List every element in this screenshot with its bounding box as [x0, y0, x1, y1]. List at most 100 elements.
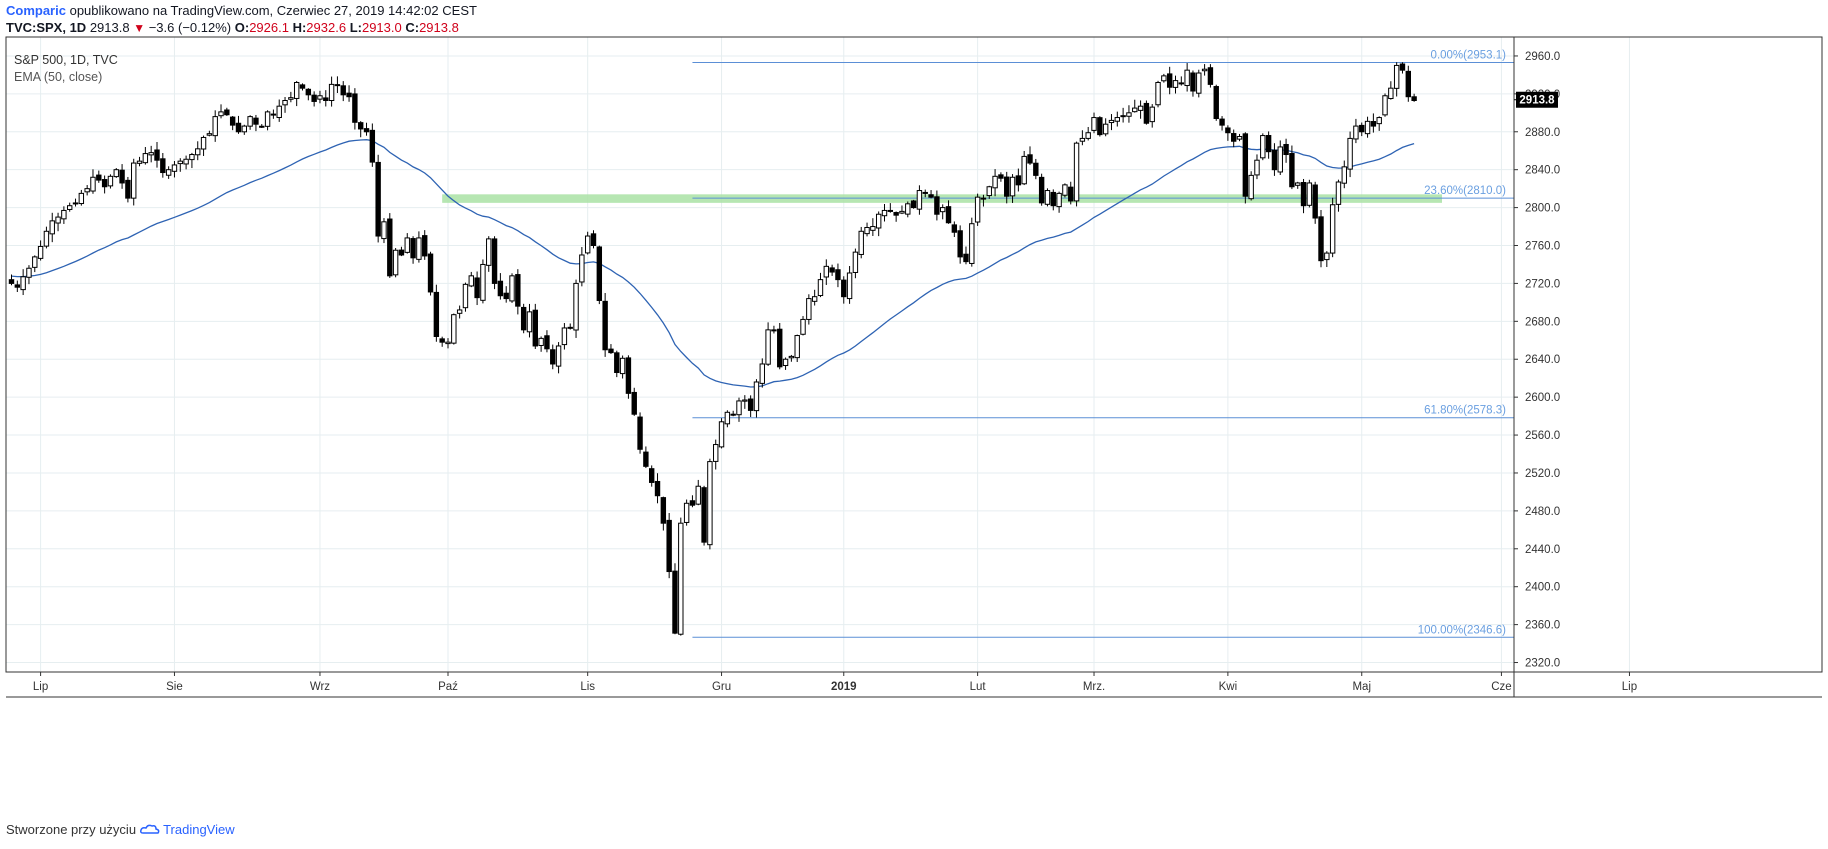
candle-body: [1172, 80, 1179, 88]
candle-body: [1004, 176, 1010, 197]
candle-body: [1068, 186, 1074, 202]
symbol-label: TVC:SPX, 1D: [6, 20, 87, 35]
candle-body: [660, 497, 667, 524]
candle-body: [555, 345, 562, 367]
candle-body: [1341, 166, 1347, 184]
y-tick-label: 2360.0: [1525, 620, 1560, 632]
candle-body: [165, 169, 172, 176]
x-tick-label: Gru: [712, 681, 731, 693]
candle-body: [1038, 176, 1045, 204]
candle-body: [666, 519, 672, 573]
tradingview-link[interactable]: TradingView: [163, 822, 235, 837]
candle-body: [32, 256, 38, 268]
high-value: 2932.6: [306, 20, 347, 35]
change-value: −3.6 (−0.12%): [148, 20, 232, 35]
candle-body: [701, 487, 707, 543]
candle-body: [90, 176, 96, 192]
candle-body: [43, 230, 50, 247]
candle-body: [1231, 133, 1237, 142]
candle-body: [550, 349, 556, 365]
candle-body: [1324, 252, 1330, 261]
tradingview-cloud-icon: [139, 824, 160, 834]
candle-body: [1347, 137, 1353, 170]
candle-body: [980, 197, 987, 200]
candle-body: [800, 318, 806, 335]
candle-body: [794, 335, 800, 359]
candle-body: [363, 128, 370, 133]
candle-body: [1242, 133, 1249, 197]
candle-body: [439, 338, 445, 343]
candle-body: [1248, 174, 1254, 200]
candle-body: [986, 186, 992, 197]
fibonacci-levels: 0.00%(2953.1) 23.60%(2810.0) 61.80%(2578.3…: [692, 49, 1514, 638]
candle-body: [759, 363, 765, 384]
candle-body: [1405, 70, 1411, 98]
candle-body: [1364, 120, 1371, 135]
x-tick-label: Sie: [166, 681, 183, 693]
x-tick-label: Lip: [33, 681, 48, 693]
candle-body: [1166, 73, 1173, 88]
candle-body: [1277, 146, 1283, 173]
candle-body: [78, 192, 85, 205]
candle-body: [381, 221, 387, 240]
candle-body: [352, 93, 358, 123]
candle-body: [1184, 69, 1190, 87]
author-link[interactable]: Comparic: [6, 3, 66, 18]
candle-body: [171, 164, 178, 172]
candle-body: [1073, 142, 1080, 202]
candle-body: [212, 116, 218, 137]
candle-body: [410, 238, 416, 259]
candle-body: [614, 352, 620, 374]
x-tick-label: Maj: [1352, 681, 1371, 693]
candle-body: [148, 152, 154, 156]
candle-body: [683, 502, 690, 523]
candle-body: [538, 337, 544, 346]
candle-body: [1329, 204, 1336, 254]
candle-body: [119, 169, 125, 184]
candle-body: [1161, 75, 1167, 82]
candle-body: [183, 158, 189, 165]
candle-body: [305, 88, 312, 96]
candle-body: [1149, 106, 1155, 123]
close-value: 2913.8: [419, 20, 459, 35]
candle-body: [1091, 117, 1097, 131]
close-label: C:: [405, 20, 420, 35]
last-price-tag: [1516, 91, 1558, 108]
candle-body: [777, 328, 783, 368]
candle-body: [724, 411, 731, 425]
candle-body: [1388, 87, 1394, 100]
candle-body: [480, 263, 486, 301]
x-tick-label: Lut: [970, 681, 987, 693]
candle-body: [858, 230, 864, 255]
ohlc-line: TVC:SPX, 1D 2913.8 ▼ −3.6 (−0.12%) O:292…: [6, 20, 459, 36]
y-tick-label: 2600.0: [1525, 392, 1560, 404]
candle-body: [678, 522, 684, 635]
y-tick-label: 2880.0: [1525, 127, 1560, 139]
candle-body: [131, 162, 137, 199]
candle-body: [486, 238, 492, 266]
x-tick-label: Cze: [1491, 681, 1511, 693]
candle-body: [1260, 135, 1266, 159]
candle-body: [1033, 162, 1039, 176]
candle-body: [817, 279, 824, 297]
x-tick-label: Kwi: [1219, 681, 1238, 693]
candle-body: [311, 94, 317, 102]
candle-body: [49, 220, 55, 235]
candle-body: [1207, 67, 1214, 85]
candle-body: [515, 274, 521, 307]
candle-body: [195, 148, 201, 156]
candle-body: [643, 451, 649, 467]
candle-body: [561, 327, 568, 346]
candle-body: [771, 329, 777, 332]
candle-body: [96, 174, 102, 181]
candle-body: [422, 235, 428, 257]
candle-body: [235, 122, 242, 133]
candle-body: [451, 314, 457, 344]
candle-body: [544, 335, 550, 350]
candle-body: [369, 129, 376, 163]
candle-body: [765, 329, 771, 365]
candle-body: [1009, 176, 1016, 197]
candle-body: [136, 160, 143, 164]
candle-body: [509, 275, 515, 302]
